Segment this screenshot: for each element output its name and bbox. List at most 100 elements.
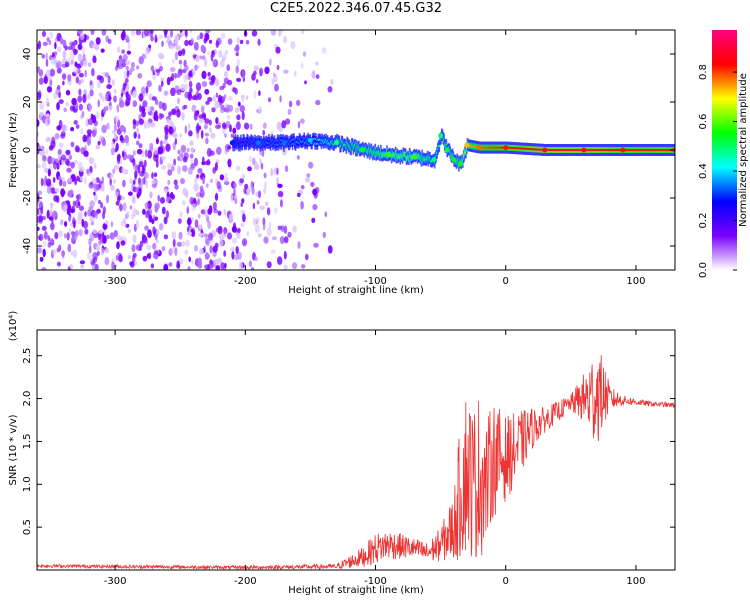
noise-speckle (145, 46, 150, 55)
noise-speckle (187, 123, 191, 131)
noise-speckle (134, 170, 138, 179)
noise-speckle (166, 76, 171, 86)
noise-speckle (178, 231, 183, 240)
noise-speckle (273, 72, 276, 77)
noise-speckle (93, 191, 96, 196)
noise-speckle (198, 118, 203, 123)
noise-speckle (174, 138, 178, 145)
noise-speckle (142, 100, 148, 108)
noise-speckle (152, 242, 157, 250)
noise-speckle (94, 193, 98, 202)
ridge-peak (438, 144, 441, 147)
noise-speckle (302, 51, 307, 57)
ridge-peak (339, 145, 341, 148)
ridge-peak (426, 155, 429, 158)
noise-speckle (70, 250, 74, 256)
ridge-peak (665, 149, 667, 151)
noise-speckle (236, 77, 242, 82)
noise-speckle (42, 248, 46, 258)
noise-speckle (252, 202, 256, 210)
ridge-point (438, 133, 444, 139)
noise-speckle (176, 241, 183, 247)
noise-speckle (88, 245, 92, 254)
ridge-peak (312, 137, 315, 140)
noise-speckle (215, 265, 221, 270)
noise-speckle (92, 263, 97, 270)
noise-speckle (154, 111, 158, 119)
noise-speckle (137, 73, 143, 79)
noise-speckle (163, 234, 169, 240)
noise-speckle (154, 99, 159, 106)
noise-speckle (121, 150, 125, 158)
noise-speckle (197, 213, 201, 219)
noise-speckle (65, 61, 70, 68)
noise-speckle (204, 35, 209, 42)
noise-speckle (198, 232, 204, 237)
noise-speckle (41, 267, 47, 270)
noise-speckle (104, 93, 109, 102)
y-tick-label: -40 (22, 238, 33, 254)
noise-speckle (275, 46, 281, 54)
noise-speckle (164, 133, 168, 141)
ridge-peak (401, 156, 404, 159)
noise-speckle (262, 122, 267, 129)
noise-speckle (161, 80, 164, 87)
noise-speckle (127, 191, 133, 196)
noise-speckle (89, 216, 95, 222)
noise-speckle (169, 67, 176, 72)
noise-speckle (266, 227, 272, 237)
noise-speckle (204, 160, 210, 166)
noise-speckle (37, 119, 40, 128)
noise-speckle (191, 104, 197, 113)
noise-speckle (73, 221, 76, 229)
noise-speckle (41, 162, 47, 169)
noise-speckle (203, 58, 208, 67)
noise-speckle (135, 244, 142, 252)
noise-speckle (135, 220, 139, 229)
noise-speckle (138, 93, 144, 102)
noise-speckle (132, 186, 137, 193)
noise-speckle (58, 244, 61, 251)
noise-speckle (42, 155, 47, 162)
noise-speckle (245, 40, 250, 45)
noise-speckle (179, 30, 183, 33)
noise-speckle (54, 42, 57, 50)
noise-speckle (200, 129, 204, 139)
noise-speckle (108, 105, 113, 111)
noise-speckle (195, 54, 200, 63)
noise-speckle (100, 48, 105, 53)
noise-speckle (55, 62, 60, 69)
x-tick-label: 100 (626, 576, 645, 587)
noise-speckle (209, 127, 212, 133)
noise-speckle (268, 221, 272, 230)
noise-speckle (196, 35, 200, 41)
ridge-peak (337, 140, 340, 143)
noise-speckle (300, 62, 304, 70)
noise-speckle (117, 46, 120, 53)
noise-speckle (84, 35, 90, 40)
noise-speckle (79, 166, 85, 172)
colorbar-tick-label: 0.2 (698, 213, 709, 229)
noise-speckle (258, 106, 262, 115)
noise-speckle (160, 77, 164, 83)
noise-speckle (197, 257, 202, 266)
noise-speckle (186, 147, 190, 153)
noise-speckle (223, 263, 226, 270)
ridge-peak (289, 140, 291, 143)
noise-speckle (241, 70, 245, 80)
noise-speckle (98, 240, 102, 246)
noise-speckle (131, 30, 135, 37)
noise-speckle (235, 65, 239, 74)
noise-speckle (45, 178, 52, 187)
noise-speckle (156, 229, 160, 236)
noise-speckle (65, 149, 71, 156)
noise-speckle (38, 201, 44, 211)
noise-speckle (214, 78, 220, 87)
noise-speckle (132, 124, 136, 130)
noise-speckle (82, 94, 87, 103)
noise-speckle (194, 245, 199, 252)
noise-speckle (199, 32, 204, 40)
noise-speckle (165, 143, 171, 152)
noise-speckle (67, 177, 73, 183)
noise-speckle (232, 222, 237, 230)
